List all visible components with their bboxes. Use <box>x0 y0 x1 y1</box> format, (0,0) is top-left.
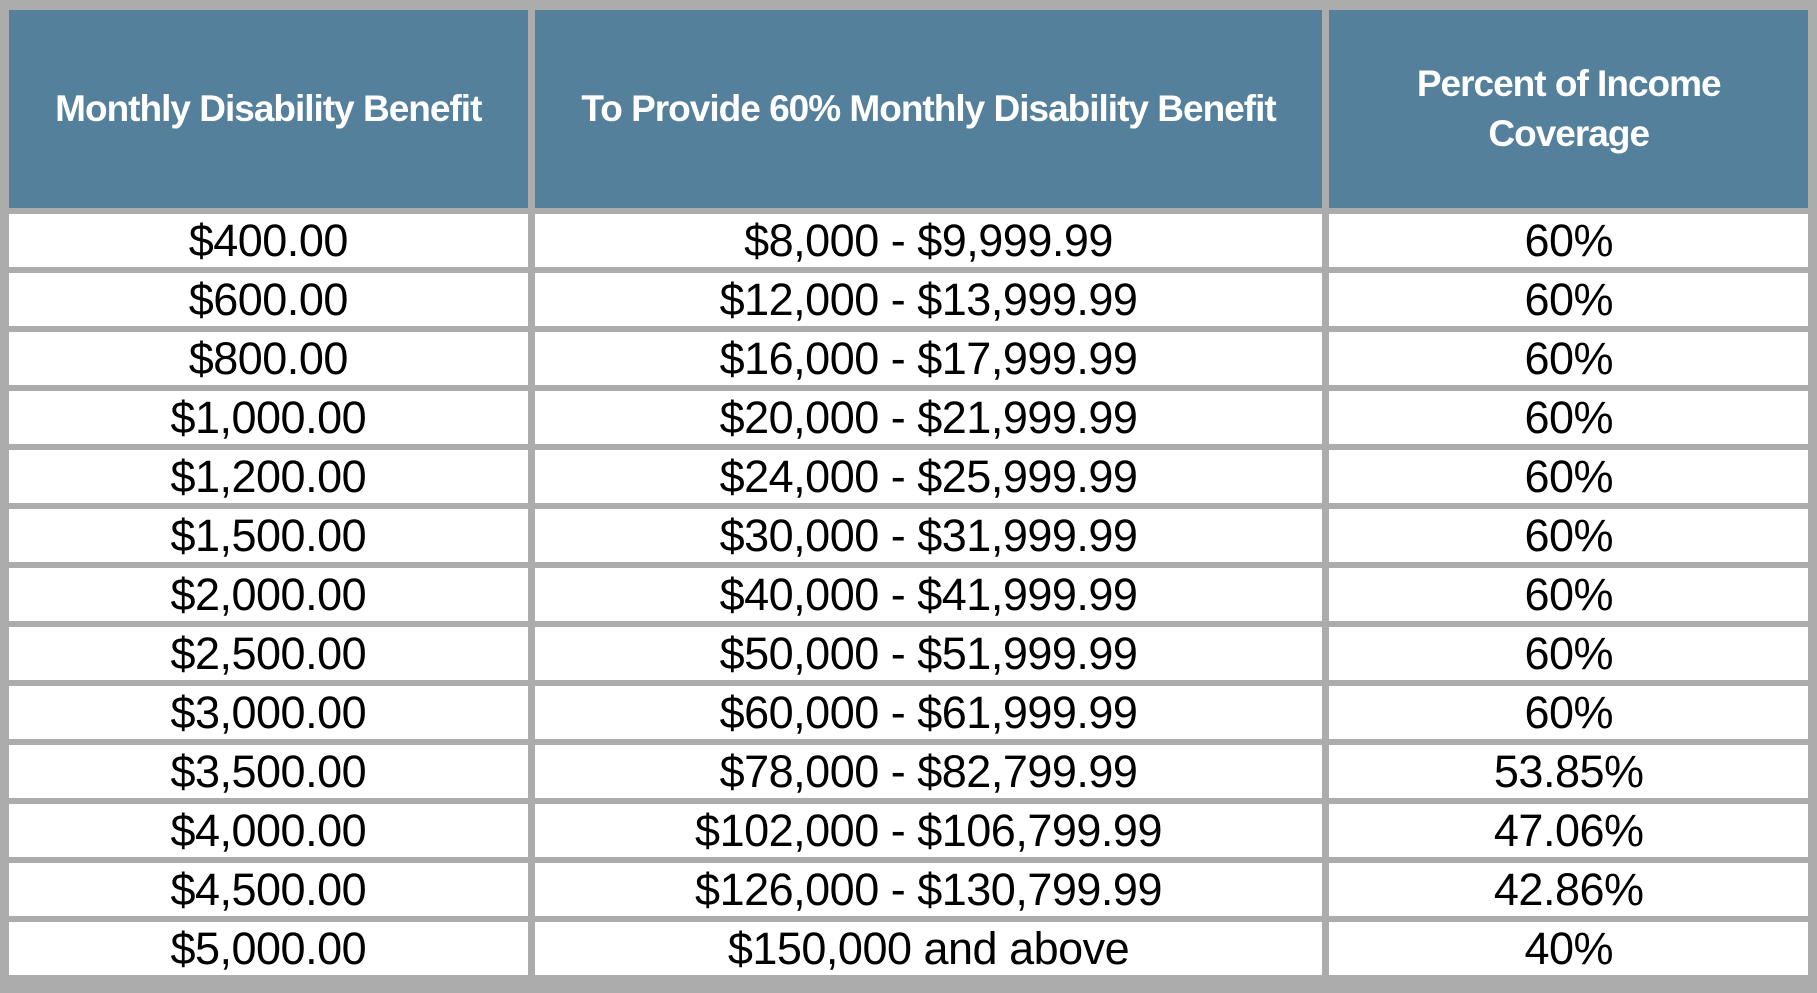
monthly-benefit-cell: $1,000.00 <box>9 391 528 444</box>
income-range-cell: $24,000 - $25,999.99 <box>534 450 1323 503</box>
monthly-benefit-cell: $5,000.00 <box>9 922 528 975</box>
monthly-benefit-cell: $1,200.00 <box>9 450 528 503</box>
income-range-cell: $60,000 - $61,999.99 <box>534 686 1323 739</box>
percent-coverage-cell: 60% <box>1329 509 1808 562</box>
table-row: $4,000.00 $102,000 - $106,799.99 47.06% <box>9 804 1808 857</box>
monthly-benefit-cell: $2,000.00 <box>9 568 528 621</box>
monthly-benefit-cell: $2,500.00 <box>9 627 528 680</box>
table-row: $3,500.00 $78,000 - $82,799.99 53.85% <box>9 745 1808 798</box>
monthly-benefit-cell: $4,500.00 <box>9 863 528 916</box>
col-header-monthly-benefit: Monthly Disability Benefit <box>9 10 528 208</box>
income-range-cell: $30,000 - $31,999.99 <box>534 509 1323 562</box>
table-row: $5,000.00 $150,000 and above 40% <box>9 922 1808 975</box>
table-row: $400.00 $8,000 - $9,999.99 60% <box>9 214 1808 267</box>
table-row: $1,200.00 $24,000 - $25,999.99 60% <box>9 450 1808 503</box>
col-header-percent-coverage: Percent of Income Coverage <box>1329 10 1808 208</box>
percent-coverage-cell: 47.06% <box>1329 804 1808 857</box>
table-row: $1,500.00 $30,000 - $31,999.99 60% <box>9 509 1808 562</box>
income-range-cell: $12,000 - $13,999.99 <box>534 273 1323 326</box>
disability-benefit-table: Monthly Disability Benefit To Provide 60… <box>2 4 1815 981</box>
income-range-cell: $150,000 and above <box>534 922 1323 975</box>
table-row: $2,000.00 $40,000 - $41,999.99 60% <box>9 568 1808 621</box>
table-row: $600.00 $12,000 - $13,999.99 60% <box>9 273 1808 326</box>
monthly-benefit-cell: $3,000.00 <box>9 686 528 739</box>
percent-coverage-cell: 60% <box>1329 273 1808 326</box>
monthly-benefit-cell: $400.00 <box>9 214 528 267</box>
monthly-benefit-cell: $3,500.00 <box>9 745 528 798</box>
percent-coverage-cell: 60% <box>1329 450 1808 503</box>
percent-coverage-cell: 60% <box>1329 686 1808 739</box>
income-range-cell: $40,000 - $41,999.99 <box>534 568 1323 621</box>
table-row: $800.00 $16,000 - $17,999.99 60% <box>9 332 1808 385</box>
income-range-cell: $102,000 - $106,799.99 <box>534 804 1323 857</box>
percent-coverage-cell: 60% <box>1329 568 1808 621</box>
percent-coverage-cell: 60% <box>1329 214 1808 267</box>
table-row: $2,500.00 $50,000 - $51,999.99 60% <box>9 627 1808 680</box>
monthly-benefit-cell: $600.00 <box>9 273 528 326</box>
percent-coverage-cell: 42.86% <box>1329 863 1808 916</box>
percent-coverage-cell: 60% <box>1329 332 1808 385</box>
income-range-cell: $20,000 - $21,999.99 <box>534 391 1323 444</box>
income-range-cell: $8,000 - $9,999.99 <box>534 214 1323 267</box>
table-row: $3,000.00 $60,000 - $61,999.99 60% <box>9 686 1808 739</box>
monthly-benefit-cell: $800.00 <box>9 332 528 385</box>
percent-coverage-cell: 60% <box>1329 391 1808 444</box>
monthly-benefit-cell: $1,500.00 <box>9 509 528 562</box>
income-range-cell: $50,000 - $51,999.99 <box>534 627 1323 680</box>
percent-coverage-cell: 60% <box>1329 627 1808 680</box>
table-row: $4,500.00 $126,000 - $130,799.99 42.86% <box>9 863 1808 916</box>
percent-coverage-cell: 40% <box>1329 922 1808 975</box>
income-range-cell: $16,000 - $17,999.99 <box>534 332 1323 385</box>
table-row: $1,000.00 $20,000 - $21,999.99 60% <box>9 391 1808 444</box>
income-range-cell: $126,000 - $130,799.99 <box>534 863 1323 916</box>
monthly-benefit-cell: $4,000.00 <box>9 804 528 857</box>
col-header-income-range: To Provide 60% Monthly Disability Benefi… <box>534 10 1323 208</box>
income-range-cell: $78,000 - $82,799.99 <box>534 745 1323 798</box>
percent-coverage-cell: 53.85% <box>1329 745 1808 798</box>
header-row: Monthly Disability Benefit To Provide 60… <box>9 10 1808 208</box>
